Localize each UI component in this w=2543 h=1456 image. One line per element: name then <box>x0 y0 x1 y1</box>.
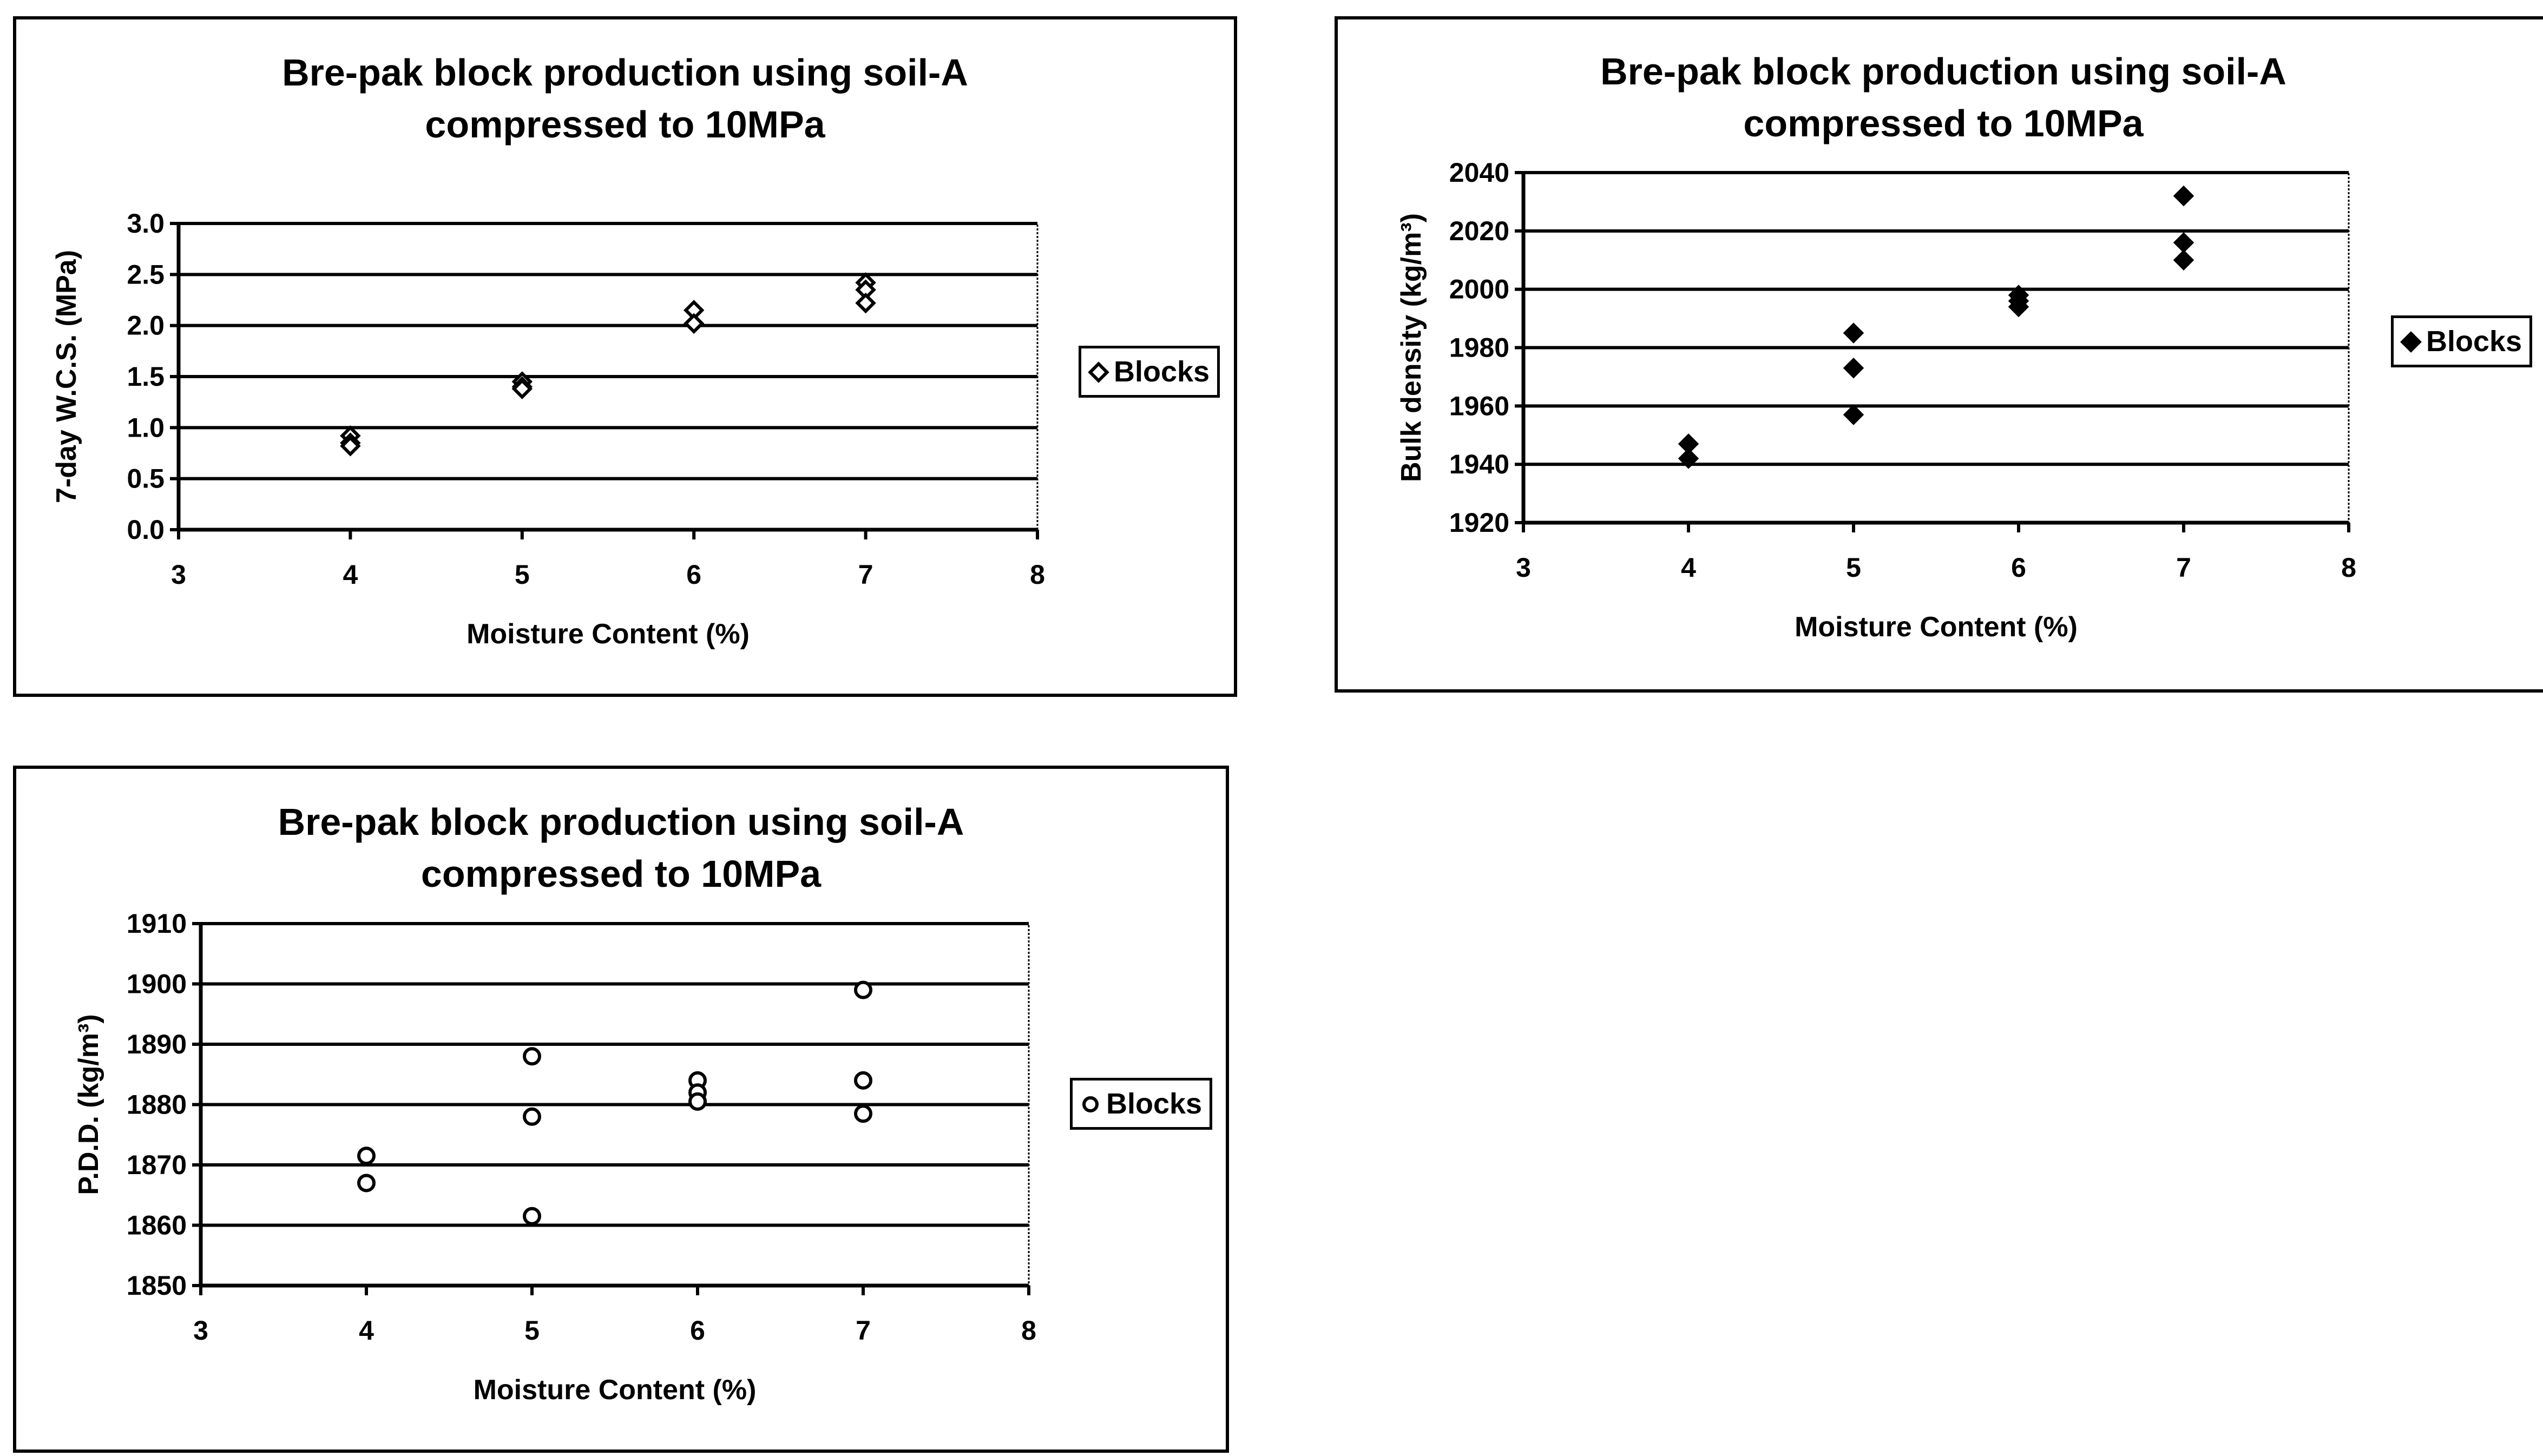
data-point <box>340 436 361 457</box>
x-tick-label: 4 <box>1681 552 1696 583</box>
y-axis-title: P.D.D. (kg/m³) <box>73 1014 104 1195</box>
x-tick-label: 5 <box>515 559 530 590</box>
chart-panel-bulk-density: Bre-pak block production using soil-A co… <box>1335 16 2543 693</box>
x-tick-label: 5 <box>1846 552 1861 583</box>
y-tick-label: 1.5 <box>127 361 165 392</box>
y-axis-title: Bulk density (kg/m³) <box>1396 213 1427 482</box>
data-point <box>1843 404 1864 425</box>
data-point <box>1678 448 1699 469</box>
data-point <box>523 1047 541 1066</box>
chart-title-line1: Bre-pak block production using soil-A <box>282 51 968 94</box>
chart-legend: Blocks <box>2391 315 2533 367</box>
chart-panel-wcs: Bre-pak block production using soil-A co… <box>13 16 1237 697</box>
chart-title-line2: compressed to 10MPa <box>425 103 825 146</box>
x-axis-title: Moisture Content (%) <box>1795 611 2078 643</box>
y-tick-label: 1910 <box>127 908 187 939</box>
x-tick-label: 6 <box>2011 552 2026 583</box>
diamond-marker-icon <box>1088 361 1109 383</box>
data-point <box>523 1107 541 1126</box>
data-point <box>2173 232 2194 253</box>
data-point <box>854 1104 872 1123</box>
data-point <box>2173 185 2194 207</box>
y-tick-label: 1960 <box>1449 391 1509 421</box>
y-tick-label: 1890 <box>127 1029 187 1059</box>
pdd-scatter-plot: 1850 1860 1870 1880 1890 1900 1910 3 4 5 6 7 8 Moistu… <box>73 908 1036 1406</box>
x-tick-label: 4 <box>343 559 358 590</box>
chart-legend: Blocks <box>1070 1078 1213 1130</box>
chart-title: Bre-pak block production using soil-A co… <box>16 47 1234 150</box>
data-point <box>688 1092 707 1111</box>
circle-marker-icon <box>1082 1096 1099 1112</box>
data-point <box>2173 249 2194 271</box>
chart-legend: Blocks <box>1079 346 1220 398</box>
y-tick-label: 1880 <box>127 1090 187 1120</box>
x-tick-label: 7 <box>858 559 873 590</box>
x-tick-label: 3 <box>171 559 186 590</box>
y-tick-label: 1900 <box>127 969 187 999</box>
y-tick-label: 2.5 <box>127 259 165 289</box>
chart-title-line1: Bre-pak block production using soil-A <box>278 801 964 843</box>
data-point <box>523 1207 541 1226</box>
chart-title-line2: compressed to 10MPa <box>1743 102 2144 144</box>
y-tick-label: 0.5 <box>127 464 165 494</box>
legend-label: Blocks <box>2426 325 2522 358</box>
diamond-marker-icon <box>2400 331 2422 353</box>
y-tick-label: 2000 <box>1449 274 1509 305</box>
chart-title-line2: compressed to 10MPa <box>420 853 822 895</box>
data-point <box>854 1071 872 1090</box>
legend-label: Blocks <box>1114 355 1210 388</box>
data-point <box>511 378 533 399</box>
x-axis-title: Moisture Content (%) <box>466 618 750 650</box>
bulk-density-scatter-plot: 1920 1940 1960 1980 2000 2020 2040 3 4 5 6 7 8 Moistu… <box>1396 157 2356 643</box>
y-tick-label: 1870 <box>127 1150 187 1180</box>
x-tick-label: 6 <box>686 559 701 590</box>
y-axis-title: 7-day W.C.S. (MPa) <box>51 250 82 503</box>
x-tick-label: 7 <box>856 1315 871 1346</box>
y-tick-label: 0.0 <box>127 515 165 545</box>
x-tick-label: 7 <box>2176 552 2191 583</box>
y-tick-label: 1980 <box>1449 333 1509 363</box>
y-tick-label: 2.0 <box>127 311 165 341</box>
data-point <box>855 292 876 314</box>
y-tick-label: 1920 <box>1449 508 1509 538</box>
y-tick-label: 1850 <box>127 1270 187 1301</box>
chart-title: Bre-pak block production using soil-A co… <box>16 796 1226 900</box>
x-tick-label: 3 <box>1516 552 1531 583</box>
x-tick-label: 3 <box>193 1315 208 1346</box>
y-tick-label: 2040 <box>1449 157 1509 188</box>
y-tick-label: 1.0 <box>127 412 165 443</box>
x-tick-label: 8 <box>1030 559 1045 590</box>
legend-label: Blocks <box>1106 1088 1202 1120</box>
wcs-scatter-plot: 0.0 0.5 1.0 1.5 2.0 2.5 3.0 3 4 5 6 7 8 Moisture Cont… <box>51 208 1045 650</box>
data-point <box>357 1174 376 1193</box>
y-tick-label: 2020 <box>1449 216 1509 246</box>
x-tick-label: 6 <box>690 1315 705 1346</box>
data-point <box>1843 357 1864 379</box>
chart-title: Bre-pak block production using soil-A co… <box>1338 45 2543 149</box>
chart-title-line1: Bre-pak block production using soil-A <box>1600 50 2286 93</box>
x-tick-label: 4 <box>359 1315 374 1346</box>
x-axis-title: Moisture Content (%) <box>474 1374 757 1406</box>
y-tick-label: 1940 <box>1449 449 1509 479</box>
x-tick-label: 8 <box>2341 552 2356 583</box>
x-tick-label: 8 <box>1021 1315 1036 1346</box>
x-tick-label: 5 <box>524 1315 540 1346</box>
data-point <box>854 980 872 999</box>
y-tick-label: 1860 <box>127 1210 187 1241</box>
y-tick-label: 3.0 <box>127 208 165 239</box>
data-point <box>1843 322 1864 344</box>
chart-panel-pdd: Bre-pak block production using soil-A co… <box>13 766 1229 1453</box>
data-point <box>2008 296 2029 318</box>
data-point <box>683 313 705 334</box>
data-point <box>357 1147 376 1165</box>
